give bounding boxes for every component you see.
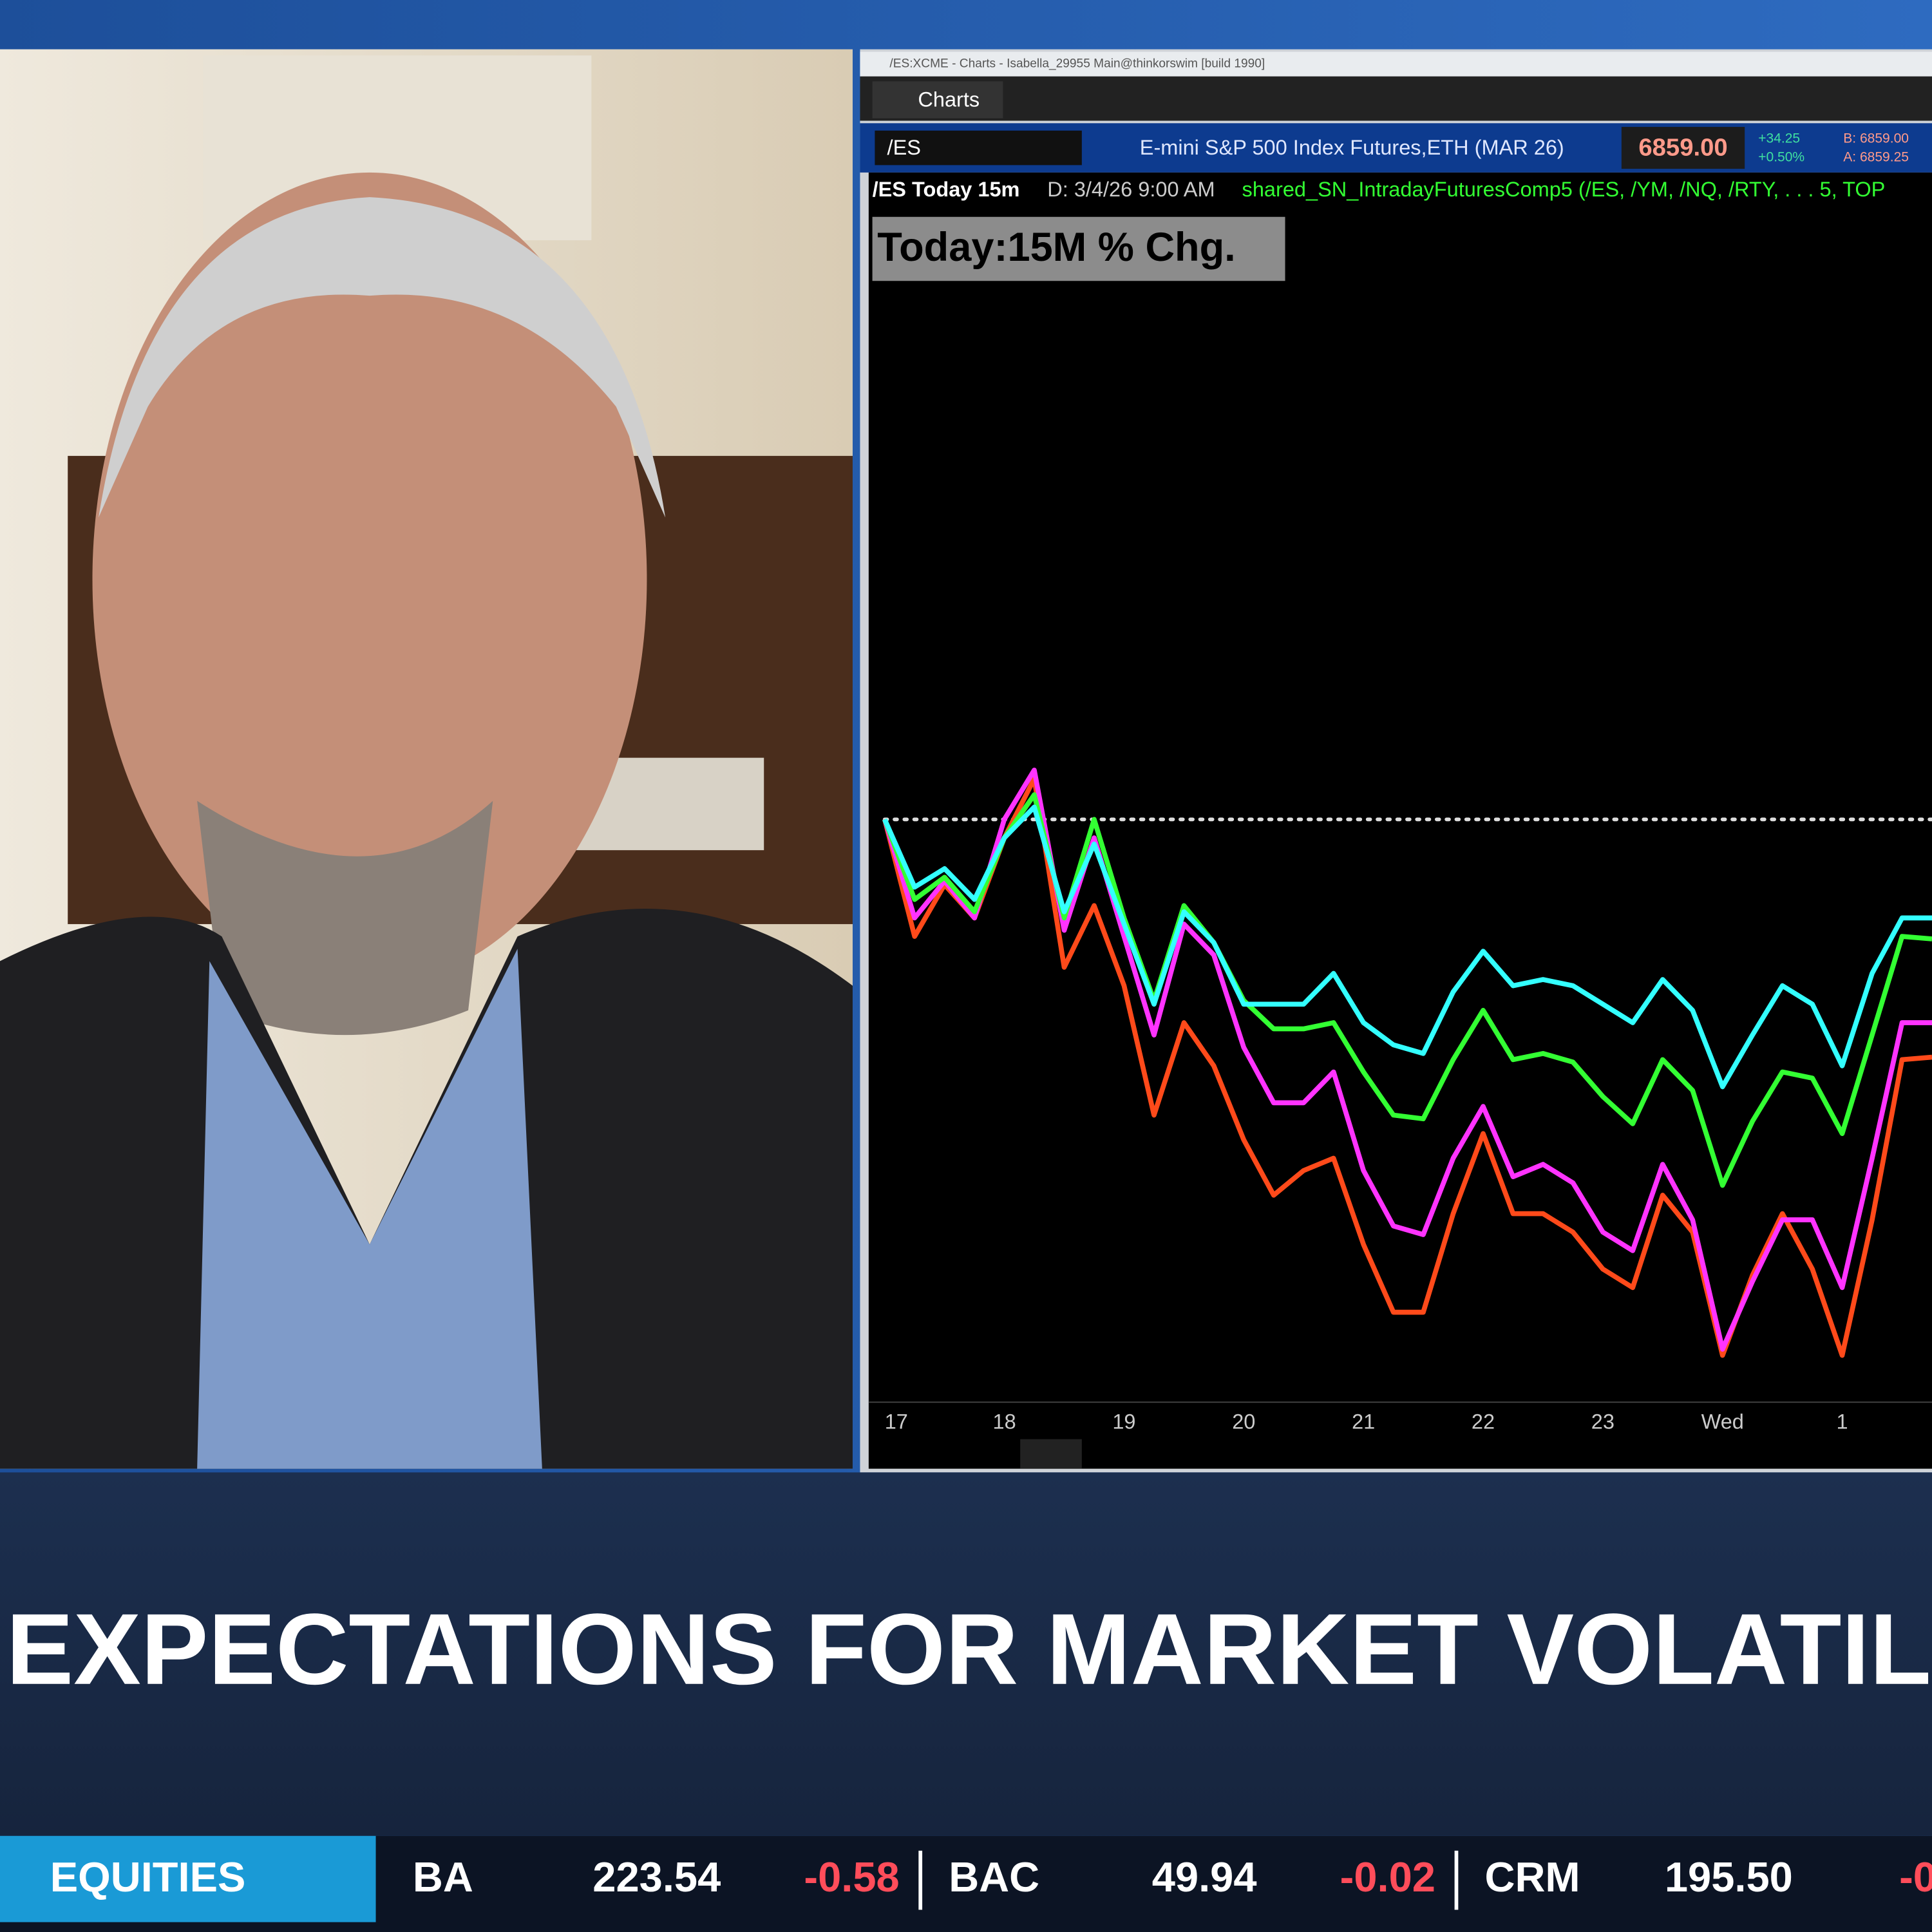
ticker-change: -0.02 [1340,1853,1435,1900]
last-price: 6859.00 [1638,134,1727,162]
ticker-price: 223.54 [592,1853,721,1900]
price-box [1621,127,1745,169]
ticker-symbol: BA [413,1853,473,1900]
ticker-label-box [0,1835,376,1922]
x-tick-label: 17 [885,1410,908,1433]
ticker-label: EQUITIES [50,1853,246,1900]
chart-label-box [872,216,1285,281]
ticker-change: -0.5 [1899,1853,1932,1900]
x-tick-label: 20 [1232,1410,1255,1433]
title-bar [860,52,1932,77]
ticker-price: 49.94 [1152,1853,1257,1900]
x-tick-label: 23 [1591,1410,1615,1433]
study-label: shared_SN_IntradayFuturesComp5 (/ES, /YM… [1242,178,1886,201]
pct-change: +0.50% [1758,149,1804,164]
lower-third [0,1472,1932,1836]
ask: A: 6859.25 [1843,149,1909,164]
ticker-price: 195.50 [1665,1853,1793,1900]
chart-symbol-period: /ES Today 15m [873,178,1020,201]
chart-datetime: D: 3/4/26 9:00 AM [1047,178,1215,201]
x-tick-label: 19 [1112,1410,1135,1433]
ticker-items: BA 223.54 -0.58 BAC 49.94 -0.02 CRM 195.50 -0.5 [413,1850,1932,1910]
x-tick-label: Wed [1701,1410,1744,1433]
series-line [882,804,1932,1090]
tab-label[interactable]: Charts [918,88,980,111]
x-tick-label: 22 [1472,1410,1495,1433]
ticker-symbol: BAC [949,1853,1039,1900]
symbol-box[interactable] [875,130,1082,166]
ticker-change: -0.58 [804,1853,899,1900]
symbol[interactable]: /ES [887,136,921,159]
ticker-symbol: CRM [1484,1853,1580,1900]
video-feed [0,49,853,1469]
net-change: +34.25 [1758,131,1800,146]
plot: 17 18 19 20 21 22 23 Wed 1 [882,767,1932,1433]
headline: EXPECTATIONS FOR MARKET VOLATIL [6,1593,1931,1706]
window-title: /ES:XCME - Charts - Isabella_29955 Main@… [889,57,1265,71]
chart-label: Today:15M % Chg. [877,225,1235,270]
series-line [882,776,1932,1358]
scroll-button[interactable] [1020,1439,1082,1469]
charts-tab[interactable] [872,81,1003,118]
x-tick-label: 18 [992,1410,1016,1433]
tab-bar [860,76,1932,121]
bid: B: 6859.00 [1843,131,1909,146]
x-tick-label: 1 [1837,1410,1848,1433]
description: E-mini S&P 500 Index Futures,ETH (MAR 26… [1140,136,1564,159]
x-tick-label: 21 [1352,1410,1375,1433]
